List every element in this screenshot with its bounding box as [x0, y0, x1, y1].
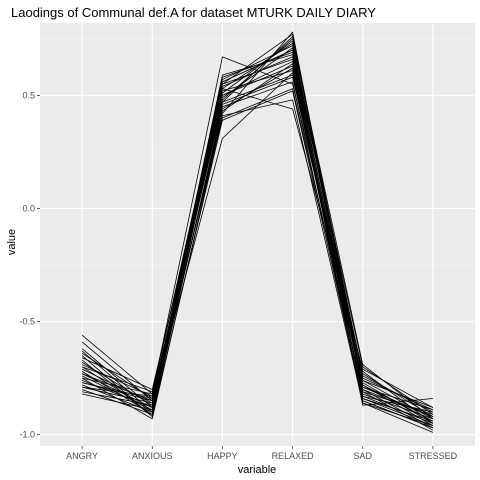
series-line-26 [82, 88, 434, 415]
x-tick-label: HAPPY [207, 451, 238, 461]
series-line-19 [82, 45, 434, 413]
series-line-20 [81, 81, 434, 429]
x-axis-title: variable [238, 464, 277, 476]
x-tick-label: RELAXED [272, 451, 315, 461]
y-tick-label: 0.5 [22, 90, 35, 100]
plot-panel [40, 23, 475, 446]
series-line-13 [81, 61, 434, 422]
x-tick-label: ANXIOUS [132, 451, 173, 461]
x-tick-label: STRESSED [409, 451, 458, 461]
x-tick-label: SAD [353, 451, 372, 461]
series-line-17 [82, 38, 434, 424]
y-tick-label: -1.0 [19, 430, 35, 440]
series-line-28 [82, 74, 434, 420]
series-line-24 [81, 65, 434, 433]
y-axis-title: value [6, 229, 18, 255]
series-line-27 [81, 49, 434, 427]
y-tick-label: 0.0 [22, 203, 35, 213]
series-line-15 [81, 99, 434, 427]
series-line-21 [82, 54, 434, 417]
series-line-6 [81, 40, 434, 420]
y-tick-label: -0.5 [19, 317, 35, 327]
x-tick-label: ANGRY [66, 451, 98, 461]
series-line-23 [81, 88, 434, 408]
chart-title: Laodings of Communal def.A for dataset M… [11, 5, 376, 20]
